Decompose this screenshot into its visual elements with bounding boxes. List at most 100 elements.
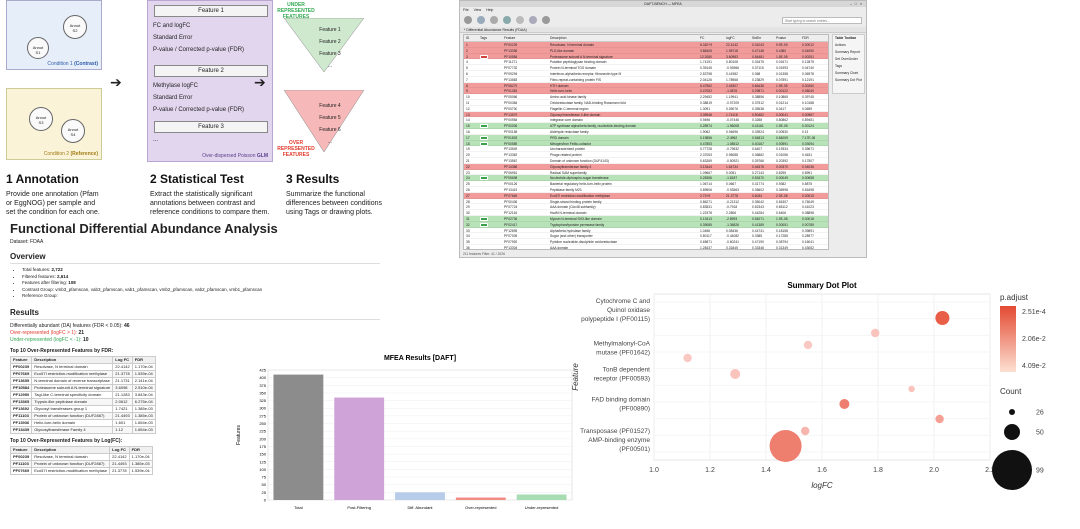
table-row[interactable]: 3 PF10584 Proteasome subunit A N-terminal … bbox=[464, 53, 828, 60]
menu-view[interactable]: View bbox=[473, 8, 482, 12]
table-cell: PF00126 bbox=[504, 182, 518, 187]
menu-file[interactable]: File bbox=[463, 8, 469, 12]
table-row[interactable]: 6 PF09294 Interferon-alpha/beta receptor, … bbox=[464, 71, 828, 77]
table-cell: Helix-turn-helix domain bbox=[31, 418, 114, 427]
table-cell: 12 bbox=[466, 106, 470, 111]
table-cell: 1.539e-04 bbox=[128, 466, 153, 475]
settings-icon[interactable] bbox=[542, 16, 550, 24]
table-row[interactable]: 7 PF13583 Fibro-repeat-containing protein … bbox=[464, 77, 828, 83]
table-row[interactable]: 18 PF00589 Nitrogen/iron FeMo-cofactor 0.47… bbox=[464, 140, 828, 147]
table-row[interactable]: 35 PF07992 Pyridine nucleotide-disulphide … bbox=[464, 239, 828, 245]
table-row[interactable]: 34 PF07005 Sugar (and other) transporter 0.… bbox=[464, 233, 828, 240]
table-row[interactable]: 27 PF07669 Eco57I restriction-modification… bbox=[464, 192, 828, 199]
filter-icon[interactable] bbox=[490, 16, 498, 24]
table-row[interactable]: 36 PF13304 AAA domain 1.28437 0.31845 0.33346… bbox=[464, 245, 828, 249]
table-row[interactable]: 32 PF02417 Tryptophan/tyrosine permease fa… bbox=[464, 221, 828, 228]
tag-badge[interactable] bbox=[480, 135, 488, 140]
column-header[interactable]: FDR bbox=[802, 36, 809, 40]
table-cell: 0.13413 bbox=[700, 217, 712, 221]
table-cell: 27 bbox=[466, 193, 470, 198]
column-header[interactable]: Tags bbox=[480, 36, 487, 40]
table-row[interactable]: 23 PF06951 Radical SAM superfamily 1.09667 0… bbox=[464, 170, 828, 176]
table-row[interactable]: 25 PF00126 Bacterial regulatory helix-turn… bbox=[464, 181, 828, 187]
table-cell: -2.8993 bbox=[726, 217, 738, 221]
under-represented-title: UNDER REPRESENTED FEATURES bbox=[277, 2, 315, 20]
results-tab[interactable]: * Differential Abundance Results (FDAA) bbox=[460, 27, 866, 33]
column-header[interactable]: FC bbox=[700, 36, 705, 40]
column-header[interactable]: StdErr bbox=[752, 36, 762, 40]
table-row[interactable]: 4 PF11271 Putative peptidoglycan binding d… bbox=[464, 59, 828, 66]
table-row[interactable]: 29 PF07724 AAA domain (Cdc48 subfamily) 0.8… bbox=[464, 204, 828, 211]
side-summary-dot-plot[interactable]: Summary Dot Plot bbox=[835, 78, 862, 82]
table-cell: 0.00370 bbox=[776, 164, 788, 169]
tag-badge[interactable] bbox=[480, 124, 488, 129]
side-summary-chart[interactable]: Summary Chart bbox=[835, 71, 859, 75]
table-cell: TagI-like C-terminal specificity domain bbox=[31, 390, 114, 399]
table-row[interactable]: 5 PF07732 Protein N-terminal TGS domain 0.3… bbox=[464, 65, 828, 71]
search-input[interactable]: Start typing to search entries... bbox=[782, 16, 862, 24]
table-cell: PRD domain bbox=[550, 135, 569, 140]
table-row[interactable]: 1 PF00239 Resolvase, N terminal domain 6.31… bbox=[464, 42, 828, 48]
tag-badge[interactable] bbox=[480, 54, 488, 59]
table-row[interactable]: 21 PF13567 Domain of unknown function (DUF… bbox=[464, 158, 828, 164]
table-cell: 0.00049 bbox=[776, 176, 788, 181]
column-header[interactable]: logFC bbox=[726, 36, 735, 40]
column-header[interactable]: Description bbox=[550, 36, 567, 40]
column-header[interactable]: Feature bbox=[504, 36, 516, 40]
table-row[interactable]: 11 PF00384 Oxidoreductase family, NAD-bind… bbox=[464, 100, 828, 106]
table-cell: 1.539e-04 bbox=[131, 369, 156, 378]
table-cell: 0.00785 bbox=[802, 222, 814, 227]
table-row[interactable]: 8 PF08279 HTH domain 5.47962 2.45307 0.66436 1… bbox=[464, 82, 828, 89]
under-feature-item: Feature 1 bbox=[319, 27, 341, 33]
workflow-icon[interactable] bbox=[477, 16, 485, 24]
column-header[interactable]: ID bbox=[466, 36, 470, 40]
table-row[interactable]: 15 PF00006 ATP synthase alpha/beta family,… bbox=[464, 123, 828, 129]
feature-2-stat: P-value / Corrected p-value (FDR) bbox=[153, 107, 245, 113]
table-row[interactable]: 14 PF00984 Integrase core domain 0.9496 -0.0… bbox=[464, 117, 828, 124]
open-icon[interactable] bbox=[464, 16, 472, 24]
side-title: Table Toolbar bbox=[835, 36, 857, 40]
tag-badge[interactable] bbox=[480, 141, 488, 146]
table-cell: 0.96088 bbox=[726, 153, 738, 158]
overview-list: Total features: 2,722 Filtered features:… bbox=[10, 267, 380, 300]
table-row[interactable]: 26 PF13419 Peptidase family M23 0.89506 -0.9… bbox=[464, 187, 828, 193]
table-header-cell: Description bbox=[31, 355, 114, 364]
table-row[interactable]: 2 PF13396 PLD-like domain 3.88405 1.95718 0.4… bbox=[464, 47, 828, 54]
table-cell: 0.27143 bbox=[752, 170, 764, 175]
side-set-tags[interactable]: Set Over/Under Tags bbox=[835, 57, 858, 68]
export-icon[interactable] bbox=[529, 16, 537, 24]
table-row[interactable]: 9 PF01381 Helix-turn-helix 0.47052 -1.0876 0.… bbox=[464, 88, 828, 95]
menu-help[interactable]: Help bbox=[486, 8, 494, 12]
table-row[interactable]: 16 PF00158 Aldehyde reductase family 1.9062… bbox=[464, 129, 828, 135]
table-cell: 10 bbox=[466, 95, 470, 100]
feature-1-box: Feature 1 bbox=[154, 5, 268, 17]
table-row[interactable]: 31 PF02736 Myosin N-terminal SH3-like doma… bbox=[464, 216, 828, 222]
table-row[interactable]: 17 PF01833 PRD domain 0.19856 -2.4962 0.54813… bbox=[464, 134, 828, 141]
chart-icon[interactable] bbox=[516, 16, 524, 24]
table-row[interactable]: 33 PF12695 Alpha/beta hydrolase family 1.04… bbox=[464, 228, 828, 234]
table-row[interactable]: 28 PF00436 Single-strand binding protein f… bbox=[464, 199, 828, 205]
abundance-icon[interactable] bbox=[503, 16, 511, 24]
tag-badge[interactable] bbox=[480, 222, 488, 227]
table-row[interactable]: 19 PF13549 Uncharacterised protein 0.77728 -… bbox=[464, 146, 828, 153]
table-cell: 0.77728 bbox=[700, 147, 712, 152]
under-line: Under-represented (logFC < -1): 10 bbox=[10, 336, 89, 343]
table-row[interactable]: 20 PF13363 Phage-related protein 2.37053 0.9… bbox=[464, 152, 828, 158]
window-controls[interactable]: – □ × bbox=[849, 2, 863, 6]
table-cell: PF12950 bbox=[9, 390, 33, 399]
table-cell: Interferon-alpha/beta receptor, fibronec… bbox=[550, 72, 622, 76]
table-row[interactable]: 24 PF05698 Nucleotide-diphospho-sugar tran… bbox=[464, 175, 828, 182]
table-row[interactable]: 13 PF13579 Glycosyl transferase 4-like dom… bbox=[464, 111, 828, 118]
table-row[interactable]: 22 PF14386 Glycosyltransferase family 4 3.1… bbox=[464, 163, 828, 170]
tag-badge[interactable] bbox=[480, 217, 488, 221]
tag-badge[interactable] bbox=[480, 176, 488, 181]
table-row[interactable]: 12 PF00700 Flagellin C-terminal region 1.30… bbox=[464, 106, 828, 112]
table-row[interactable]: 30 PF12161 HsdM N-terminal domain 1.22378 2.… bbox=[464, 210, 828, 216]
table-cell: 3.88405 bbox=[700, 48, 712, 53]
side-summary-report[interactable]: Summary Report bbox=[835, 50, 860, 54]
table-cell: 0.41982 bbox=[726, 72, 738, 76]
table-row[interactable]: 10 PF05066 Amino acid kinase family 2.29452… bbox=[464, 94, 828, 100]
feature-3-box: Feature 3 bbox=[154, 121, 268, 133]
column-header[interactable]: Pvalue bbox=[776, 36, 787, 40]
da-line: Differentially abundant (DA) features (F… bbox=[10, 322, 130, 329]
